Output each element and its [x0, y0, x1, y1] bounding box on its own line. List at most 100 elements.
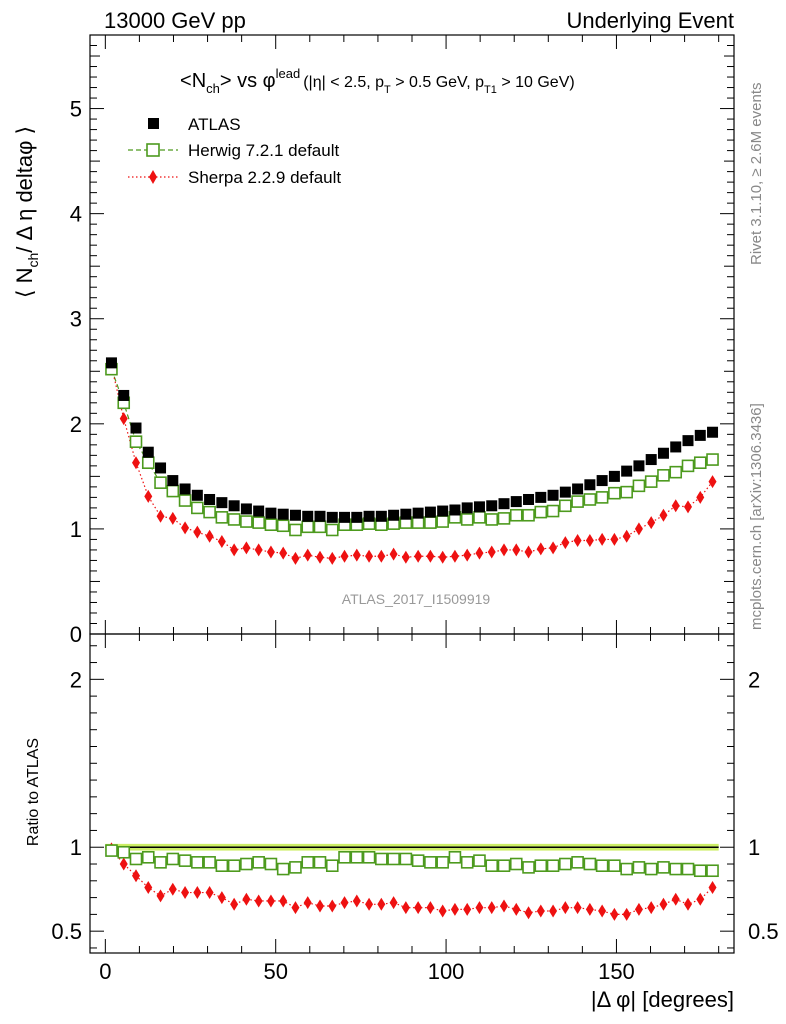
herwig-ratio-point	[657, 861, 670, 874]
herwig-point	[264, 518, 278, 532]
herwig-ratio-point	[129, 852, 143, 866]
x-tick-label-100: 100	[428, 959, 465, 984]
main-series-layer	[105, 357, 719, 565]
sherpa-point	[512, 543, 521, 557]
sherpa-point	[524, 545, 533, 559]
herwig-ratio-point	[509, 857, 523, 871]
sherpa-ratio-point	[647, 901, 656, 915]
sherpa-ratio-point	[463, 902, 472, 916]
sherpa-ratio-point	[622, 907, 631, 921]
herwig-point	[559, 499, 572, 513]
herwig-ratio-point	[362, 850, 376, 864]
atlas-point	[105, 357, 117, 369]
header-left: 13000 GeV pp	[104, 8, 246, 33]
herwig-ratio-point	[583, 857, 597, 871]
atlas-point	[461, 502, 473, 514]
atlas-point	[535, 491, 547, 503]
herwig-ratio-point	[301, 856, 315, 869]
herwig-ratio-point	[252, 856, 265, 869]
atlas-point	[596, 475, 608, 487]
y-axis-label-open: ⟨ N	[12, 268, 37, 299]
herwig-ratio-point	[460, 856, 474, 869]
legend-herwig-label: Herwig 7.2.1 default	[188, 141, 339, 160]
herwig-point	[509, 508, 523, 522]
atlas-point	[449, 504, 461, 516]
sherpa-ratio-point	[500, 899, 508, 913]
atlas-point	[486, 500, 498, 512]
y-tick-label-0: 0	[70, 622, 82, 647]
sherpa-ratio-point	[524, 906, 533, 920]
herwig-ratio-point	[117, 845, 131, 859]
herwig-point	[215, 511, 229, 524]
atlas-point	[155, 462, 167, 474]
atlas-point	[559, 486, 571, 498]
sherpa-point	[634, 522, 643, 536]
plot-title: <Nch> vs φlead(|η| < 2.5, pT > 0.5 GeV, …	[180, 66, 575, 96]
title-vs: > vs φ	[220, 70, 276, 92]
title-ch: ch	[206, 81, 220, 96]
sherpa-ratio-point	[549, 904, 558, 918]
ratio-tick-left-1: 1	[70, 835, 82, 860]
x-axis-label: |Δ φ| [degrees]	[591, 987, 734, 1012]
sherpa-ratio-point	[659, 897, 668, 911]
sherpa-ratio-point	[512, 902, 521, 916]
sherpa-ratio-point	[585, 902, 594, 916]
sherpa-point	[610, 532, 619, 546]
mcplots-label: mcplots.cern.ch [arXiv:1306.3436]	[748, 403, 765, 630]
sherpa-point	[193, 525, 202, 539]
sherpa-ratio-point	[696, 892, 705, 906]
herwig-point	[313, 520, 327, 534]
sherpa-point	[217, 535, 226, 549]
ratio-series-layer	[105, 842, 719, 921]
herwig-point	[681, 459, 695, 473]
sherpa-point	[242, 541, 251, 555]
y-axis-label-ch: ch	[25, 253, 41, 268]
main-panel-frame	[89, 34, 735, 635]
sherpa-ratio-point	[144, 881, 153, 895]
herwig-ratio-point	[681, 862, 695, 876]
sherpa-ratio-point	[414, 901, 423, 915]
sherpa-point	[352, 548, 361, 562]
y-tick-labels: 0 1 2 3 4 5	[70, 97, 82, 647]
herwig-point	[166, 484, 180, 498]
atlas-point	[277, 508, 289, 520]
ratio-tick-left-2: 2	[70, 667, 82, 692]
herwig-ratio-point	[325, 859, 339, 872]
herwig-ratio-point	[375, 852, 388, 866]
herwig-point	[178, 494, 192, 507]
ratio-tick-right-2: 2	[748, 667, 760, 692]
ratio-panel-frame	[89, 633, 735, 954]
sherpa-ratio-point	[377, 897, 386, 911]
atlas-point	[167, 475, 179, 487]
atlas-point	[118, 389, 130, 401]
sherpa-ratio-point	[303, 896, 312, 910]
herwig-point	[252, 516, 265, 529]
sherpa-point	[266, 545, 275, 559]
title-cut-b: > 0.5 GeV, p	[391, 74, 484, 91]
herwig-point	[227, 513, 241, 526]
legend-sherpa-label: Sherpa 2.2.9 default	[188, 168, 341, 187]
atlas-point	[412, 507, 424, 519]
atlas-point	[351, 511, 363, 523]
atlas-point	[142, 446, 154, 458]
y-tick-label-5: 5	[70, 97, 82, 122]
sherpa-point	[585, 533, 594, 547]
herwig-ratio-point	[497, 859, 511, 872]
sherpa-point	[671, 499, 680, 513]
sherpa-ratio-point	[708, 881, 717, 895]
herwig-point	[411, 516, 425, 529]
title-pt1: T1	[484, 84, 497, 96]
sherpa-point	[181, 521, 190, 535]
legend-atlas-marker	[148, 118, 159, 129]
atlas-point	[523, 493, 535, 505]
atlas-point	[363, 510, 375, 522]
herwig-point	[620, 485, 633, 499]
atlas-point	[547, 489, 559, 501]
sherpa-ratio-point	[181, 886, 190, 900]
herwig-point	[289, 523, 302, 537]
sherpa-point	[647, 516, 656, 530]
atlas-point	[191, 489, 203, 501]
herwig-point	[608, 486, 621, 500]
sherpa-ratio-point	[119, 857, 128, 871]
sherpa-ratio-point	[389, 896, 398, 910]
